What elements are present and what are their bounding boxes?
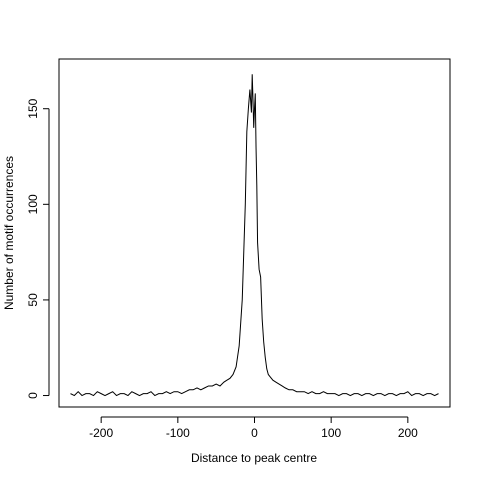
x-tick-label: 100	[321, 426, 341, 440]
x-tick-label: -200	[89, 426, 113, 440]
y-tick-label: 150	[26, 98, 40, 118]
x-axis: -200 -100 0 100 200	[89, 416, 418, 440]
plot-frame	[58, 58, 451, 408]
y-tick-label: 100	[26, 194, 40, 214]
x-tick-label: -100	[166, 426, 190, 440]
x-axis-title: Distance to peak centre	[191, 451, 317, 465]
y-axis: 0 50 100 150	[26, 98, 50, 399]
y-axis-title: Number of motif occurrences	[2, 156, 16, 310]
y-tick-label: 0	[26, 392, 40, 399]
series-line	[70, 74, 439, 397]
y-tick-label: 50	[26, 293, 40, 307]
x-tick-label: 0	[251, 426, 258, 440]
x-tick-label: 200	[398, 426, 418, 440]
